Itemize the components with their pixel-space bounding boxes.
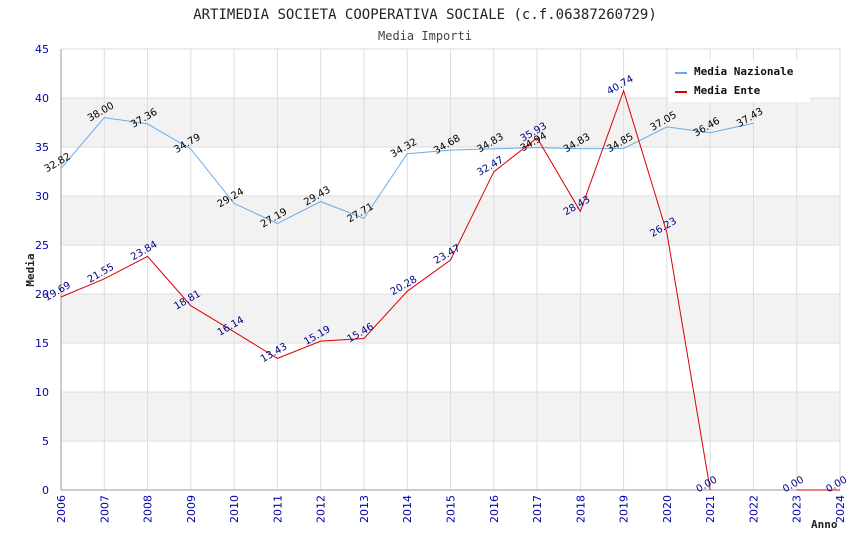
x-tick-label: 2022	[747, 495, 760, 523]
y-tick-label: 20	[35, 288, 49, 301]
series-line-media-nazionale	[60, 117, 754, 225]
x-tick-label: 2008	[142, 495, 155, 523]
y-tick-label: 10	[35, 386, 49, 399]
x-tick-label: 2014	[401, 495, 414, 523]
x-tick-label: 2017	[531, 495, 544, 523]
legend-label-media-ente: Media Ente	[694, 84, 761, 97]
x-tick-label: 2011	[271, 495, 284, 523]
x-tick-label: 2016	[488, 495, 501, 523]
x-tick-label: 2009	[185, 495, 198, 523]
series-line-media-ente	[60, 89, 840, 491]
y-axis-label: Media	[24, 253, 37, 286]
y-tick-label: 45	[35, 43, 49, 56]
y-tick-label: 0	[42, 484, 49, 497]
x-tick-label: 2024	[834, 495, 847, 523]
legend-label-media-nazionale: Media Nazionale	[694, 65, 794, 78]
series-lines	[60, 89, 840, 491]
legend: Media Nazionale Media Ente	[668, 60, 810, 102]
y-tick-label: 15	[35, 337, 49, 350]
chart-title: ARTIMEDIA SOCIETA COOPERATIVA SOCIALE (c…	[193, 7, 657, 23]
x-tick-label: 2015	[445, 495, 458, 523]
x-tick-label: 2006	[55, 495, 68, 523]
y-tick-label: 30	[35, 190, 49, 203]
y-tick-label: 35	[35, 141, 49, 154]
x-tick-label: 2007	[98, 495, 111, 523]
chart-subtitle: Media Importi	[378, 29, 472, 43]
x-tick-label: 2018	[574, 495, 587, 523]
x-tick-label: 2012	[315, 495, 328, 523]
y-tick-label: 25	[35, 239, 49, 252]
x-tick-label: 2010	[228, 495, 241, 523]
x-tick-label: 2013	[358, 495, 371, 523]
y-tick-label: 5	[42, 435, 49, 448]
legend-box	[668, 60, 810, 102]
x-tick-label: 2023	[791, 495, 804, 523]
x-axis-label: Anno	[811, 518, 838, 531]
y-tick-label: 40	[35, 92, 49, 105]
tick-labels: 0 5 10 15 20 25 30 35 40 45 2006 2007 2008 2009 2010 20…	[35, 43, 847, 523]
x-tick-label: 2021	[704, 495, 717, 523]
x-tick-label: 2020	[661, 495, 674, 523]
x-tick-label: 2019	[618, 495, 631, 523]
